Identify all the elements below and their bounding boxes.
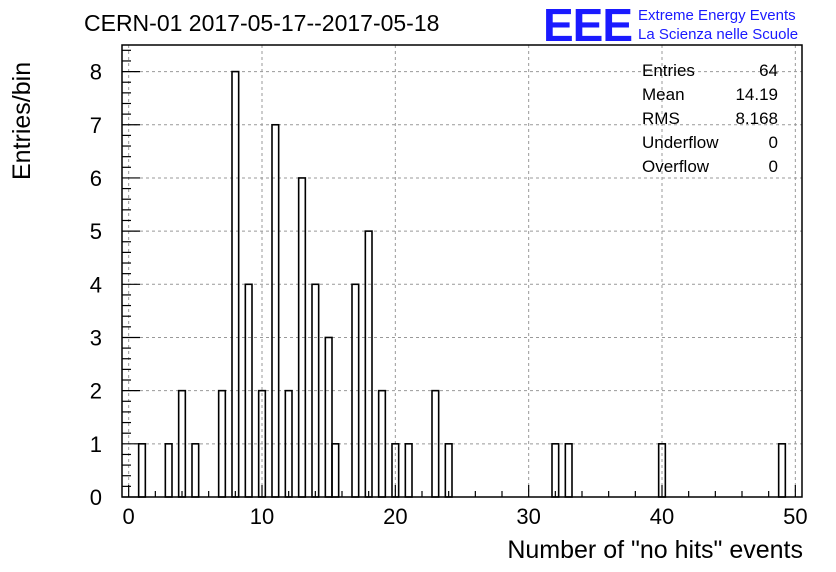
plot-frame (121, 44, 803, 498)
y-tick-label: 4 (90, 272, 102, 297)
logo-text: Extreme Energy Events La Scienza nelle S… (638, 6, 798, 44)
histogram-bar (191, 443, 200, 498)
stats-value: 14.19 (735, 85, 778, 104)
y-tick-label: 6 (90, 166, 102, 191)
y-tick-label: 0 (90, 485, 102, 510)
stats-value: 8.168 (735, 109, 778, 128)
histogram-bar (404, 443, 413, 498)
histogram-bar (331, 443, 340, 498)
y-axis-label: Entries/bin (8, 61, 36, 180)
y-tick-label: 8 (90, 60, 102, 85)
stats-value: 0 (768, 157, 778, 176)
x-tick-label: 0 (123, 504, 135, 529)
y-tick-label: 1 (90, 432, 102, 457)
x-axis-label: Number of "no hits" events (507, 536, 803, 564)
y-tick-label: 5 (90, 219, 102, 244)
stats-label: Overflow (642, 157, 710, 176)
logo-line-1: Extreme Energy Events (638, 7, 796, 24)
histogram-bar (137, 443, 147, 498)
stats-label: Underflow (642, 133, 719, 152)
stats-label: Mean (642, 85, 685, 104)
histogram-bar (444, 443, 453, 498)
histogram-bar (271, 123, 280, 498)
histogram-bar (164, 443, 173, 498)
histogram-bar (364, 230, 373, 498)
axis-ticks (122, 49, 796, 498)
stats-row-rms: RMS 8.168 (642, 107, 778, 131)
logo-mark: EEE (543, 0, 633, 51)
x-tick-label: 30 (516, 504, 540, 529)
chart-title: CERN-01 2017-05-17--2017-05-18 (84, 10, 440, 36)
x-tick-label: 40 (650, 504, 674, 529)
stats-row-mean: Mean 14.19 (642, 83, 778, 107)
logo-line-2: La Scienza nelle Scuole (638, 26, 799, 43)
stats-value: 0 (768, 133, 778, 152)
stats-row-overflow: Overflow 0 (642, 155, 778, 179)
histogram-bar (551, 443, 560, 498)
y-tick-label: 2 (90, 379, 102, 404)
stats-value: 64 (759, 61, 778, 80)
histogram-bar (564, 443, 573, 498)
y-tick-label: 3 (90, 325, 102, 350)
histogram-bar (777, 443, 787, 498)
stats-row-underflow: Underflow 0 (642, 131, 778, 155)
histogram-bar (324, 336, 333, 498)
x-tick-label: 20 (383, 504, 407, 529)
y-tick-label: 7 (90, 113, 102, 138)
tick-labels: 0 10 20 30 40 50 0 1 2 3 4 5 6 7 8 (90, 60, 808, 529)
stats-row-entries: Entries 64 (642, 59, 778, 83)
x-tick-label: 50 (783, 504, 807, 529)
x-tick-label: 10 (250, 504, 274, 529)
stats-label: Entries (642, 61, 695, 80)
stats-box: Entries 64 Mean 14.19 RMS 8.168 Underflo… (642, 59, 778, 179)
eee-logo: EEE Extreme Energy Events La Scienza nel… (543, 2, 798, 48)
stats-label: RMS (642, 109, 680, 128)
